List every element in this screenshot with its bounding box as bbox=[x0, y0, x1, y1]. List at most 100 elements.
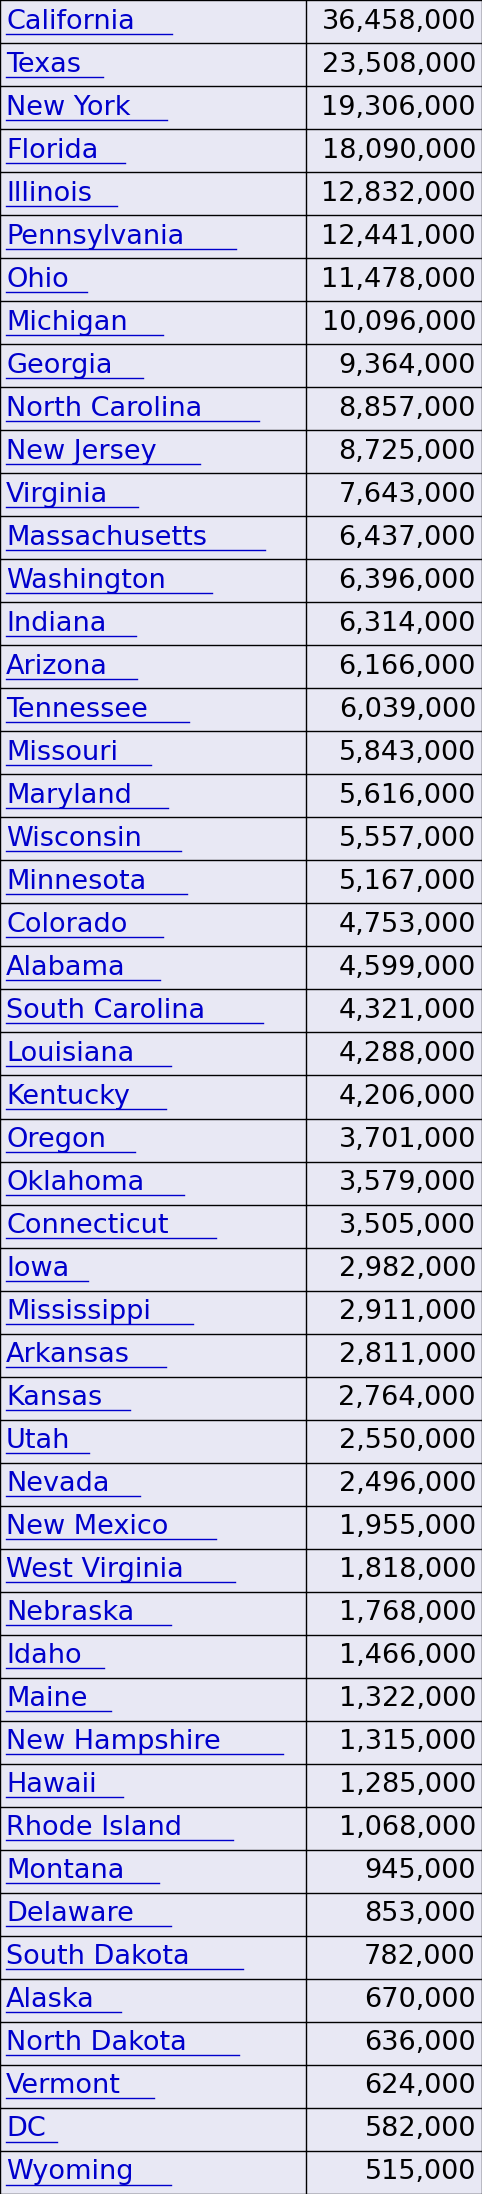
Text: Florida: Florida bbox=[6, 138, 98, 165]
Bar bbox=[0, 301, 306, 344]
Text: 18,090,000: 18,090,000 bbox=[321, 138, 476, 165]
Text: Nevada: Nevada bbox=[6, 1472, 109, 1496]
Text: New York: New York bbox=[6, 94, 131, 121]
Text: 5,843,000: 5,843,000 bbox=[339, 739, 476, 766]
Bar bbox=[0, 1935, 306, 1979]
Text: Connecticut: Connecticut bbox=[6, 1213, 169, 1240]
Text: Rhode Island: Rhode Island bbox=[6, 1814, 182, 1841]
Bar bbox=[0, 1033, 306, 1075]
Text: 5,557,000: 5,557,000 bbox=[339, 825, 476, 851]
Text: Idaho: Idaho bbox=[6, 1643, 81, 1670]
Text: 670,000: 670,000 bbox=[364, 1988, 476, 2014]
Text: West Virginia: West Virginia bbox=[6, 1558, 184, 1584]
Bar bbox=[306, 129, 482, 171]
Text: 12,441,000: 12,441,000 bbox=[321, 224, 476, 250]
Bar bbox=[306, 1591, 482, 1635]
Bar bbox=[0, 559, 306, 603]
Text: 8,857,000: 8,857,000 bbox=[339, 395, 476, 421]
Text: New Jersey: New Jersey bbox=[6, 439, 157, 465]
Bar bbox=[0, 1505, 306, 1549]
Bar bbox=[0, 818, 306, 860]
Text: 2,496,000: 2,496,000 bbox=[339, 1472, 476, 1496]
Bar bbox=[306, 989, 482, 1033]
Bar bbox=[306, 1505, 482, 1549]
Bar bbox=[306, 44, 482, 86]
Text: Colorado: Colorado bbox=[6, 913, 127, 937]
Text: 4,321,000: 4,321,000 bbox=[339, 998, 476, 1025]
Bar bbox=[0, 1850, 306, 1893]
Text: North Carolina: North Carolina bbox=[6, 395, 202, 421]
Text: Michigan: Michigan bbox=[6, 309, 128, 336]
Text: New Hampshire: New Hampshire bbox=[6, 1729, 221, 1755]
Text: Tennessee: Tennessee bbox=[6, 698, 148, 722]
Bar bbox=[0, 2108, 306, 2150]
Text: 36,458,000: 36,458,000 bbox=[321, 9, 476, 35]
Bar bbox=[0, 1635, 306, 1678]
Bar bbox=[0, 1119, 306, 1161]
Text: 2,911,000: 2,911,000 bbox=[339, 1299, 476, 1325]
Text: 10,096,000: 10,096,000 bbox=[321, 309, 476, 336]
Bar bbox=[306, 2150, 482, 2194]
Bar bbox=[306, 1334, 482, 1376]
Bar bbox=[306, 2108, 482, 2150]
Text: 5,167,000: 5,167,000 bbox=[339, 869, 476, 895]
Bar bbox=[306, 430, 482, 474]
Text: Oklahoma: Oklahoma bbox=[6, 1169, 144, 1196]
Text: California: California bbox=[6, 9, 135, 35]
Text: Maryland: Maryland bbox=[6, 783, 132, 810]
Text: 11,478,000: 11,478,000 bbox=[321, 268, 476, 292]
Bar bbox=[0, 430, 306, 474]
Bar bbox=[306, 1720, 482, 1764]
Bar bbox=[306, 1161, 482, 1205]
Text: New Mexico: New Mexico bbox=[6, 1514, 168, 1540]
Bar bbox=[306, 2065, 482, 2108]
Text: Washington: Washington bbox=[6, 568, 166, 595]
Bar bbox=[306, 1119, 482, 1161]
Text: 1,315,000: 1,315,000 bbox=[339, 1729, 476, 1755]
Text: 2,811,000: 2,811,000 bbox=[339, 1343, 476, 1369]
Bar bbox=[306, 731, 482, 774]
Bar bbox=[306, 0, 482, 44]
Text: Nebraska: Nebraska bbox=[6, 1599, 134, 1626]
Text: Kansas: Kansas bbox=[6, 1384, 102, 1411]
Text: Indiana: Indiana bbox=[6, 610, 107, 636]
Bar bbox=[306, 1205, 482, 1248]
Bar bbox=[0, 1720, 306, 1764]
Text: 1,466,000: 1,466,000 bbox=[339, 1643, 476, 1670]
Bar bbox=[0, 344, 306, 386]
Text: Kentucky: Kentucky bbox=[6, 1084, 130, 1110]
Text: 782,000: 782,000 bbox=[364, 1944, 476, 1970]
Bar bbox=[0, 1463, 306, 1505]
Bar bbox=[0, 1075, 306, 1119]
Bar bbox=[306, 1935, 482, 1979]
Text: Hawaii: Hawaii bbox=[6, 1773, 96, 1799]
Bar bbox=[0, 44, 306, 86]
Text: 1,768,000: 1,768,000 bbox=[338, 1599, 476, 1626]
Bar bbox=[306, 645, 482, 689]
Text: Minnesota: Minnesota bbox=[6, 869, 146, 895]
Text: Georgia: Georgia bbox=[6, 353, 112, 380]
Bar bbox=[0, 2150, 306, 2194]
Text: 2,550,000: 2,550,000 bbox=[339, 1428, 476, 1455]
Bar bbox=[0, 904, 306, 946]
Text: Maine: Maine bbox=[6, 1687, 88, 1711]
Text: North Dakota: North Dakota bbox=[6, 2029, 187, 2056]
Text: 7,643,000: 7,643,000 bbox=[338, 483, 476, 507]
Bar bbox=[306, 1248, 482, 1290]
Bar bbox=[306, 86, 482, 129]
Bar bbox=[306, 386, 482, 430]
Text: Louisiana: Louisiana bbox=[6, 1040, 134, 1066]
Bar bbox=[0, 386, 306, 430]
Bar bbox=[0, 0, 306, 44]
Bar bbox=[306, 2023, 482, 2065]
Text: 1,322,000: 1,322,000 bbox=[339, 1687, 476, 1711]
Text: 2,982,000: 2,982,000 bbox=[339, 1257, 476, 1281]
Text: 1,818,000: 1,818,000 bbox=[339, 1558, 476, 1584]
Bar bbox=[306, 1979, 482, 2023]
Bar bbox=[306, 860, 482, 904]
Text: 5,616,000: 5,616,000 bbox=[339, 783, 476, 810]
Bar bbox=[0, 946, 306, 989]
Bar bbox=[306, 344, 482, 386]
Text: Utah: Utah bbox=[6, 1428, 70, 1455]
Text: 19,306,000: 19,306,000 bbox=[321, 94, 476, 121]
